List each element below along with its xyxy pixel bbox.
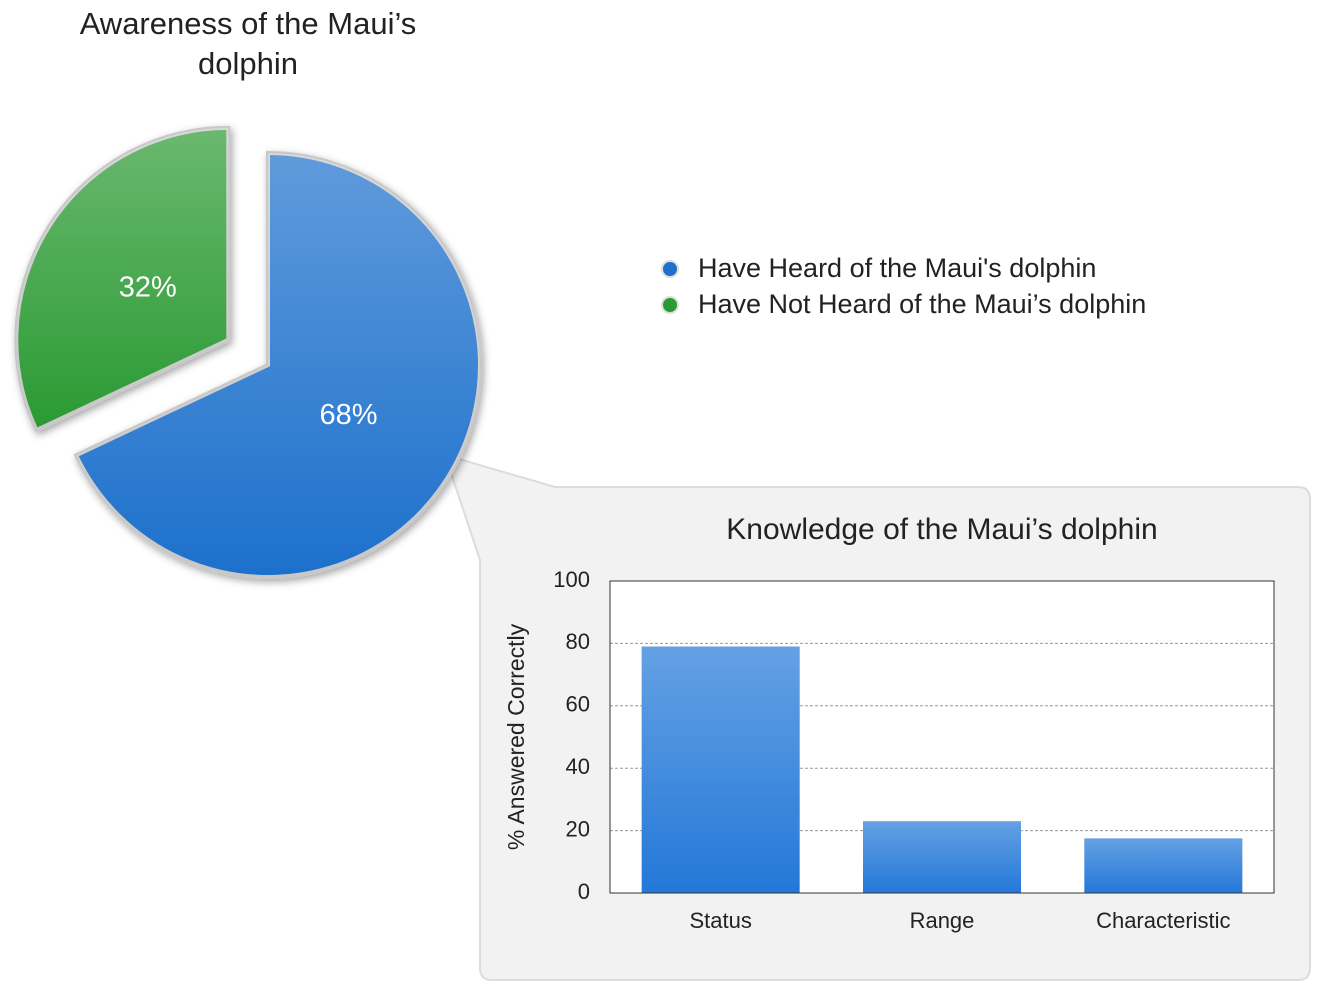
bar-shine [641,646,800,893]
pie-title: Awareness of the Maui’s dolphin [79,6,417,81]
y-tick-label: 0 [578,879,590,904]
x-tick-label: Status [689,908,751,933]
legend-dot [661,260,679,278]
slice-label: 68% [320,399,378,431]
plot-border [609,580,1275,894]
x-tick-label: Characteristic [1096,908,1230,933]
bar-title: Knowledge of the Maui’s dolphin [726,513,1157,546]
bar-chart: Knowledge of the Maui’s dolphin % Answere… [503,513,1275,933]
x-tick-label: Range [910,908,975,933]
legend-label: Have Not Heard of the Maui’s dolphin [698,289,1146,319]
bar-shine [1084,838,1243,893]
y-tick-label: 100 [553,567,590,592]
y-tick-label: 40 [566,754,590,779]
y-tick-label: 60 [566,692,590,717]
legend-dot [661,296,679,314]
slice-shine [76,153,480,577]
slice-label: 32% [119,271,177,303]
pie: 68% Have Heard of the Maui's dolphin 32% Ha… [14,125,1146,579]
legend-label: Have Heard of the Maui's dolphin [698,253,1096,283]
y-axis-label: % Answered Correctly [503,623,529,850]
bar-shine [863,821,1021,893]
slice-shine [16,127,229,431]
y-tick-label: 20 [566,816,590,841]
y-tick-label: 80 [566,629,590,654]
